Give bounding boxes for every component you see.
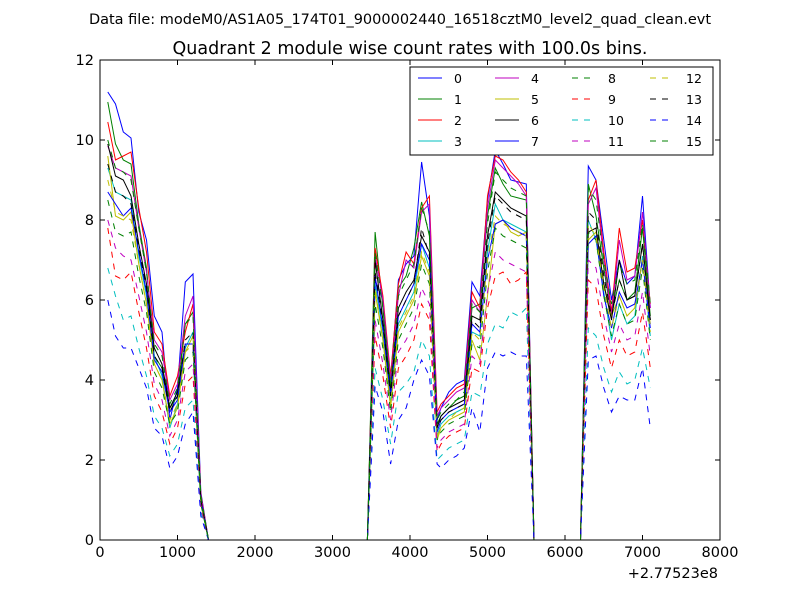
x-offset-label: +2.77523e8	[628, 566, 718, 582]
legend-label-4: 4	[531, 71, 539, 86]
chart-title: Quadrant 2 module wise count rates with …	[173, 39, 648, 59]
series-line-12	[107, 179, 651, 540]
x-tick-label: 6000	[547, 545, 584, 561]
plot-clip	[107, 91, 651, 540]
legend-label-2: 2	[454, 113, 462, 128]
x-tick-label: 5000	[469, 545, 506, 561]
legend-label-13: 13	[686, 92, 702, 107]
y-tick-label: 8	[85, 213, 94, 229]
legend-label-9: 9	[608, 92, 616, 107]
legend-label-8: 8	[608, 71, 616, 86]
legend-box	[409, 66, 714, 156]
legend-label-6: 6	[531, 113, 539, 128]
series-line-11	[107, 219, 651, 540]
x-tick-label: 2000	[237, 545, 274, 561]
x-tick-label: 4000	[392, 545, 429, 561]
legend-label-1: 1	[454, 92, 462, 107]
series-line-8	[107, 199, 651, 540]
legend-label-0: 0	[454, 71, 462, 86]
axis-ticks: 0 1000 2000 3000 4000 5000 6000 7000 80000246810…	[76, 53, 739, 561]
chart-suptitle: Data file: modeM0/AS1A05_174T01_90000024…	[89, 12, 711, 28]
y-tick-label: 10	[76, 133, 94, 149]
legend-label-12: 12	[686, 71, 702, 86]
y-tick-label: 12	[76, 53, 94, 69]
legend-label-10: 10	[608, 113, 624, 128]
y-tick-label: 6	[85, 293, 94, 309]
y-tick-label: 2	[85, 453, 94, 469]
y-tick-label: 0	[85, 533, 94, 549]
legend-label-11: 11	[608, 134, 624, 149]
series-line-15	[107, 139, 651, 540]
y-tick-label: 4	[85, 373, 94, 389]
x-tick-label: 7000	[624, 545, 661, 561]
x-tick-label: 3000	[314, 545, 351, 561]
legend-label-3: 3	[454, 134, 462, 149]
x-tick-label: 8000	[702, 545, 739, 561]
x-tick-label: 1000	[159, 545, 196, 561]
series-line-13	[107, 163, 651, 540]
series-group	[107, 91, 651, 540]
legend-label-5: 5	[531, 92, 539, 107]
x-tick-label: 0	[95, 545, 104, 561]
series-line-10	[107, 267, 651, 540]
legend-label-15: 15	[686, 134, 702, 149]
legend-label-14: 14	[686, 113, 702, 128]
legend-label-7: 7	[531, 134, 539, 149]
